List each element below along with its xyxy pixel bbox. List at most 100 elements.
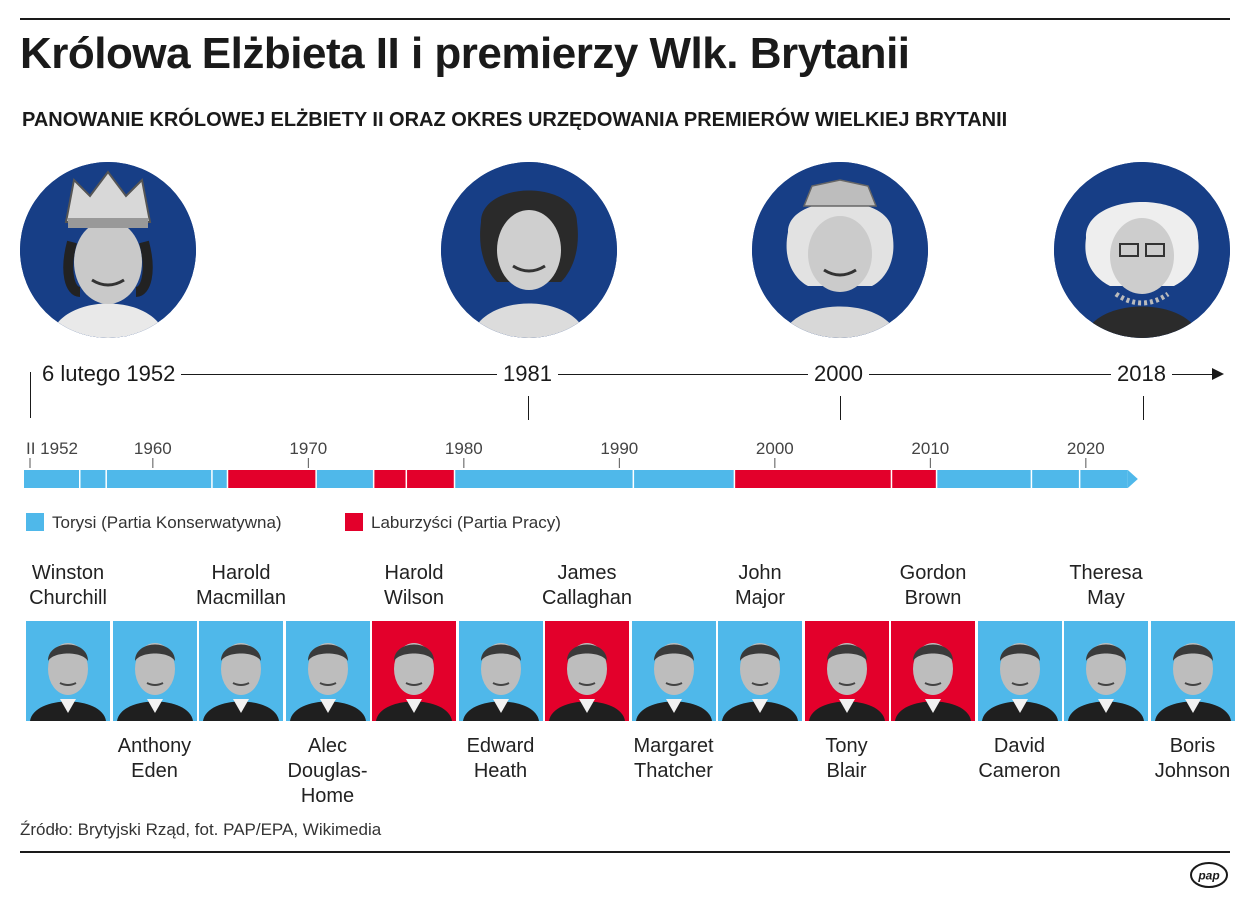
pm-name: Theresa May: [1041, 561, 1171, 611]
pm-name: Tony Blair: [782, 734, 912, 784]
pm-name-last: Brown: [904, 587, 962, 609]
term-segment-conservative: [106, 470, 212, 488]
pm-name-last: Heath: [473, 760, 528, 782]
term-segment-labour: [227, 470, 317, 488]
pm-name-last: Churchill: [29, 587, 107, 609]
pm-name-last: Cameron: [978, 760, 1061, 782]
pm-photo: [891, 621, 975, 721]
term-segment-conservative: [316, 470, 374, 488]
year-label-1981: 1981: [497, 362, 558, 386]
pm-name-last: Blair: [826, 760, 867, 782]
term-segment-conservative: [936, 470, 1032, 488]
pm-photo: [718, 621, 802, 721]
pm-photo: [1150, 621, 1235, 721]
term-segment-labour: [373, 470, 407, 488]
axis-tick-label: 2020: [1067, 439, 1105, 458]
pm-name: Harold Macmillan: [176, 561, 306, 611]
pm-photo: [112, 621, 197, 721]
axis-tick-label: 1990: [600, 439, 638, 458]
svg-text:pap: pap: [1197, 869, 1219, 883]
pm-name-first: Harold: [384, 562, 444, 584]
pm-name: David Cameron: [955, 734, 1085, 784]
pm-name-last: Johnson: [1154, 760, 1231, 782]
term-segment-conservative: [454, 470, 634, 488]
term-segment-conservative: [24, 470, 80, 488]
pm-name-last: Eden: [131, 760, 178, 782]
legend-swatch-labour: [345, 513, 363, 531]
marker-1981: [528, 396, 529, 420]
axis-tick-label: 1980: [445, 439, 483, 458]
pm-name: Edward Heath: [436, 734, 566, 784]
queen-portrait-2018: [1054, 162, 1230, 338]
source-note: Źródło: Brytyjski Rząd, fot. PAP/EPA, Wi…: [20, 820, 382, 839]
pm-photo: [372, 621, 456, 721]
pm-name-first: Margaret: [633, 735, 714, 757]
year-label-2018: 2018: [1111, 362, 1172, 386]
marker-2018: [1143, 396, 1144, 420]
pm-name: James Callaghan: [522, 561, 652, 611]
pm-name: Margaret Thatcher: [609, 734, 739, 784]
queen-portrait-1952: [20, 162, 196, 338]
pm-name: Winston Churchill: [3, 561, 133, 611]
pm-name: Boris Johnson: [1128, 734, 1250, 784]
pm-name-first: James: [557, 562, 617, 584]
pm-photo: [1064, 621, 1148, 721]
top-rule: [20, 18, 1230, 20]
year-label-2000: 2000: [808, 362, 869, 386]
pm-photo: [458, 621, 543, 721]
pm-name-last: Callaghan: [541, 587, 633, 609]
arrow-right-icon: [1212, 368, 1224, 380]
pm-name-first: Winston: [31, 562, 105, 584]
pm-name-first: Anthony: [117, 735, 192, 757]
page-subtitle: PANOWANIE KRÓLOWEJ ELŻBIETY II ORAZ OKRE…: [22, 109, 1008, 131]
legend-labour: Laburzyści (Partia Pracy): [345, 513, 561, 533]
pm-name-last: Douglas-Home: [287, 760, 368, 807]
pm-photo: [977, 621, 1062, 721]
pm-photo: [545, 621, 629, 721]
reign-line: [180, 374, 1214, 375]
pm-photo: [804, 621, 889, 721]
pm-photo: [285, 621, 370, 721]
pm-name-last: Wilson: [383, 587, 444, 609]
pm-name: Gordon Brown: [868, 561, 998, 611]
term-segment-conservative: [211, 470, 228, 488]
axis-tick-label: 1970: [289, 439, 327, 458]
term-segment-conservative: [633, 470, 735, 488]
pm-name: Alec Douglas-Home: [263, 734, 393, 809]
axis-start-label: II 1952: [26, 439, 78, 458]
legend-swatch-conservative: [26, 513, 44, 531]
queen-portrait-1981: [441, 162, 617, 338]
axis-tick-label: 1960: [134, 439, 172, 458]
pm-name-first: Gordon: [899, 562, 967, 584]
pm-photo: [26, 621, 110, 721]
reign-start-label: 6 lutego 1952: [36, 362, 182, 386]
pap-logo: pap: [1190, 862, 1228, 888]
pm-photo: [631, 621, 716, 721]
pm-name-first: Boris: [1169, 735, 1216, 757]
pm-name-last: Macmillan: [195, 587, 287, 609]
legend-label-labour: Laburzyści (Partia Pracy): [371, 513, 561, 532]
pm-name-first: Theresa: [1069, 562, 1143, 584]
pm-photo: [199, 621, 283, 721]
pm-name: Harold Wilson: [349, 561, 479, 611]
reign-start-marker: [30, 372, 31, 418]
pm-name-first: John: [738, 562, 782, 584]
term-segment-conservative: [1079, 470, 1128, 488]
term-segment-labour: [734, 470, 892, 488]
term-segment-conservative: [79, 470, 107, 488]
pm-name-last: Thatcher: [634, 760, 713, 782]
bottom-rule: [20, 851, 1230, 853]
pm-name: John Major: [695, 561, 825, 611]
axis-tick-label: 2010: [911, 439, 949, 458]
queen-portrait-2000: [752, 162, 928, 338]
page-title: Królowa Elżbieta II i premierzy Wlk. Bry…: [20, 29, 910, 78]
legend-label-conservative: Torysi (Partia Konserwatywna): [52, 513, 282, 532]
axis-tick-label: 2000: [756, 439, 794, 458]
pm-name-first: Harold: [211, 562, 271, 584]
pm-name-last: Major: [734, 587, 785, 609]
pm-name-first: David: [993, 735, 1046, 757]
legend-conservative: Torysi (Partia Konserwatywna): [26, 513, 282, 533]
term-segment-labour: [406, 470, 455, 488]
pm-name-last: May: [1087, 587, 1125, 609]
marker-2000: [840, 396, 841, 420]
